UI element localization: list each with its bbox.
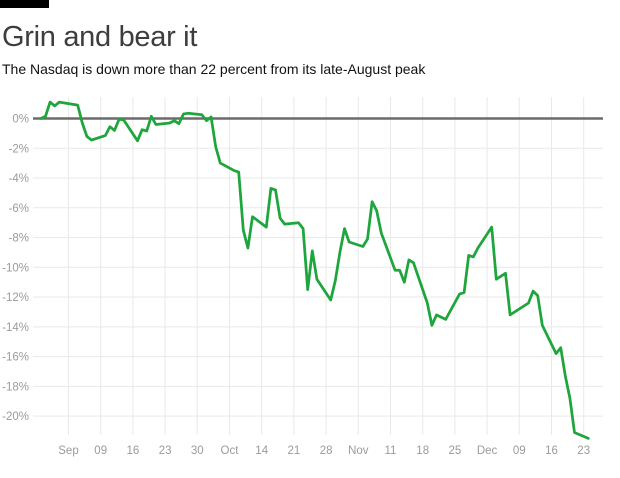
y-axis-label: -20% — [2, 411, 29, 423]
y-axis-label: -18% — [2, 381, 29, 393]
x-axis-label: 16 — [545, 445, 558, 457]
x-axis-label: Oct — [221, 445, 240, 457]
y-axis-label: -8% — [9, 233, 29, 245]
x-axis-label: 30 — [191, 445, 204, 457]
x-axis-label: 11 — [385, 445, 397, 457]
x-axis-label: 14 — [255, 445, 268, 457]
x-axis-label: Sep — [58, 445, 78, 457]
y-axis-label: -12% — [2, 292, 29, 304]
x-axis-label: 09 — [94, 445, 107, 457]
nasdaq-data-line — [39, 100, 590, 440]
x-axis-label: 25 — [449, 445, 462, 457]
y-axis-label: -6% — [9, 203, 29, 215]
x-axis-label: 16 — [127, 445, 140, 457]
y-axis-label: -14% — [2, 322, 29, 334]
x-axis-label: 28 — [320, 445, 333, 457]
logo-bar — [0, 0, 49, 8]
x-axis-label: 23 — [159, 445, 172, 457]
x-axis-label: 23 — [577, 445, 590, 457]
x-axis-label: Dec — [477, 445, 498, 457]
y-axis-label: -16% — [2, 352, 29, 364]
x-axis-label: 21 — [288, 445, 301, 457]
x-axis-label: Nov — [348, 445, 369, 457]
chart-subtitle: The Nasdaq is down more than 22 percent … — [2, 61, 426, 77]
y-axis-label: -4% — [9, 173, 29, 185]
y-axis-label: -10% — [2, 262, 29, 274]
y-axis-label: -2% — [9, 143, 29, 155]
x-axis-label: 09 — [513, 445, 526, 457]
x-axis-label: 18 — [416, 445, 429, 457]
y-axis-label: 0% — [12, 114, 29, 126]
chart-title: Grin and bear it — [2, 21, 198, 53]
